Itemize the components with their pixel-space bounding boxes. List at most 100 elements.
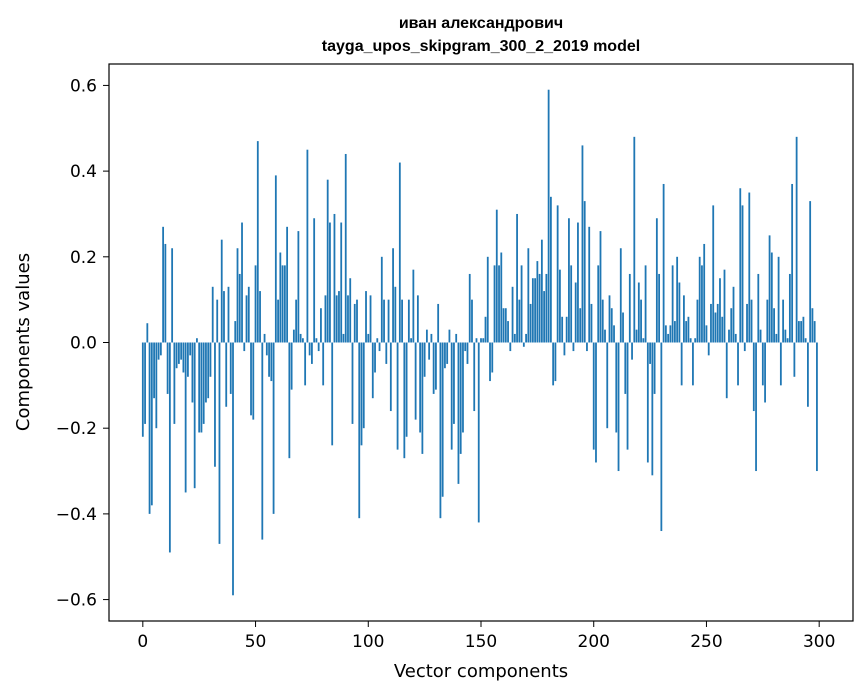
bar-component-45: [243, 342, 246, 352]
bar-component-262: [732, 286, 735, 343]
bar-component-256: [719, 278, 721, 343]
bar-component-123: [419, 342, 422, 433]
y-tick-label: 0.6: [70, 76, 97, 96]
ticks-group: 0 50 100 150 200 250 300 −0.6 −0.4 −0.2 0.0 0.2 0.4 0…: [56, 76, 836, 652]
bar-component-133: [441, 342, 444, 497]
bar-component-37: [225, 342, 228, 407]
bar-component-176: [538, 273, 541, 343]
bar-component-210: [615, 342, 618, 433]
bar-component-152: [484, 316, 487, 343]
bar-component-241: [685, 321, 688, 343]
bar-component-243: [689, 338, 692, 343]
bar-component-286: [786, 338, 789, 343]
bar-component-173: [531, 278, 534, 343]
bar-component-35: [220, 239, 223, 343]
bar-component-113: [396, 342, 399, 450]
bar-component-290: [795, 136, 798, 343]
bar-component-122: [416, 295, 419, 343]
bar-component-47: [247, 286, 250, 343]
bar-component-0: [141, 342, 144, 437]
bar-component-7: [157, 342, 160, 360]
bar-component-199: [590, 303, 593, 343]
bar-component-155: [491, 342, 494, 373]
bar-component-36: [223, 291, 225, 343]
bar-component-234: [669, 325, 672, 343]
bar-component-212: [619, 248, 622, 343]
x-tick-label: 250: [690, 632, 722, 652]
chart-title: иван александрович: [399, 15, 563, 32]
bar-component-244: [692, 342, 694, 386]
bar-component-114: [398, 162, 401, 343]
bar-component-292: [800, 321, 803, 343]
bar-component-52: [259, 291, 261, 343]
x-tick-label: 300: [803, 632, 835, 652]
bar-component-255: [716, 303, 719, 343]
bar-component-20: [187, 342, 189, 377]
bar-component-226: [651, 342, 654, 476]
bar-component-57: [270, 342, 273, 382]
bar-component-132: [439, 342, 442, 519]
bar-component-85: [333, 213, 336, 343]
bar-component-127: [428, 342, 431, 360]
bar-component-63: [283, 265, 286, 343]
y-tick-label: 0.4: [70, 162, 97, 182]
bar-component-208: [610, 308, 613, 343]
bar-component-17: [180, 342, 183, 360]
bar-component-11: [166, 342, 169, 394]
bar-component-41: [234, 321, 237, 343]
bar-component-182: [552, 342, 555, 386]
bar-component-205: [604, 329, 606, 343]
bar-component-97: [360, 342, 363, 446]
bar-component-245: [694, 338, 697, 343]
bar-component-71: [301, 338, 304, 343]
bar-component-125: [423, 342, 426, 377]
bar-component-135: [446, 342, 449, 364]
bar-component-10: [164, 243, 167, 343]
x-tick-label: 200: [578, 632, 610, 652]
bar-component-22: [191, 342, 194, 403]
bar-component-276: [764, 342, 766, 403]
bar-component-12: [168, 342, 171, 553]
bar-component-14: [173, 342, 176, 424]
bar-component-79: [320, 308, 322, 343]
bar-component-166: [516, 213, 518, 343]
bar-component-18: [182, 342, 185, 373]
bar-component-29: [207, 342, 210, 399]
bar-component-239: [680, 342, 683, 386]
bar-component-258: [723, 269, 726, 343]
bar-component-145: [468, 273, 471, 343]
bar-component-177: [540, 239, 543, 343]
bar-component-269: [748, 192, 751, 343]
bar-component-153: [486, 256, 489, 343]
bar-component-265: [739, 188, 742, 343]
bar-component-274: [759, 329, 762, 343]
bar-component-147: [473, 342, 476, 412]
bar-component-137: [450, 342, 453, 450]
bar-component-157: [495, 209, 498, 343]
bar-component-33: [216, 299, 219, 343]
bar-component-128: [430, 333, 433, 343]
bar-component-159: [500, 252, 503, 343]
bar-component-58: [272, 342, 275, 514]
bar-component-109: [387, 299, 390, 343]
bar-component-264: [737, 342, 739, 386]
bar-component-100: [367, 333, 370, 343]
bar-component-191: [572, 342, 575, 352]
bar-component-134: [444, 342, 446, 369]
bar-component-31: [211, 286, 214, 343]
bar-component-70: [299, 333, 302, 343]
bar-component-242: [687, 316, 690, 343]
bar-component-116: [403, 342, 406, 459]
bar-component-267: [743, 342, 746, 352]
plot-frame: [108, 63, 854, 622]
bar-component-272: [755, 342, 757, 472]
bar-component-30: [209, 342, 212, 377]
bar-component-81: [324, 295, 327, 343]
bar-component-167: [518, 299, 521, 343]
bar-component-72: [304, 342, 307, 386]
bar-component-19: [184, 342, 187, 493]
bar-component-285: [784, 329, 787, 343]
bar-component-99: [365, 291, 367, 343]
bar-component-163: [509, 342, 512, 352]
bar-component-34: [218, 342, 221, 544]
